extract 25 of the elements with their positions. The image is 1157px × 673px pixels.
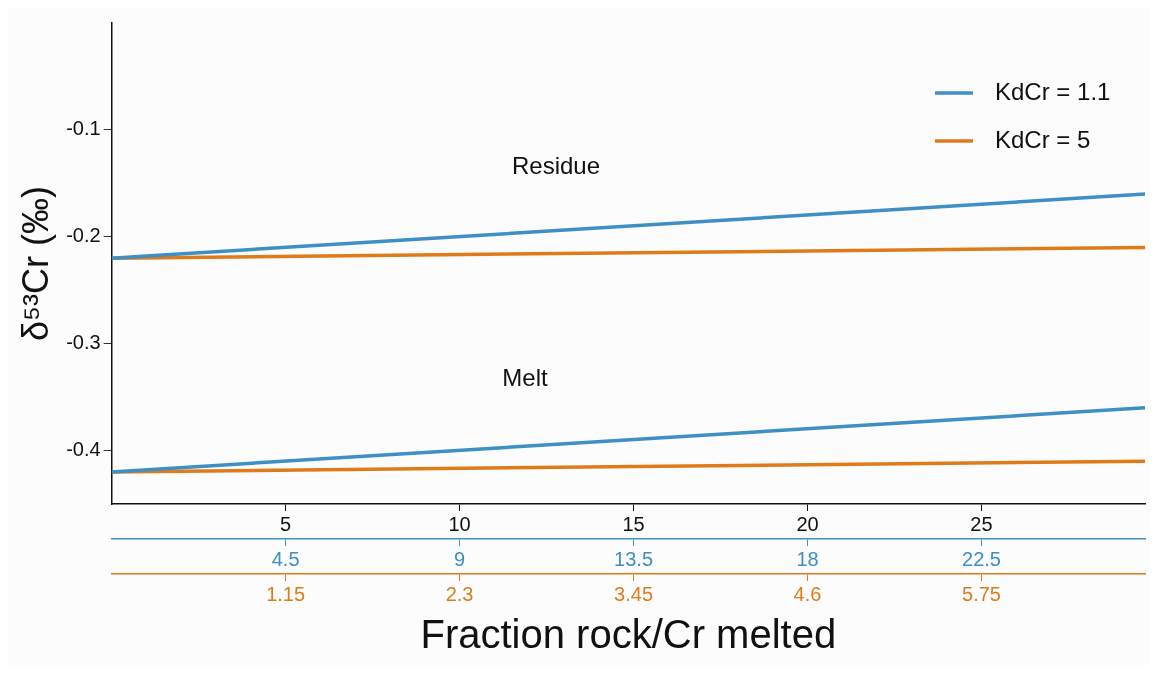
x2-tick-label: 13.5	[614, 547, 654, 570]
y-tick-label: -0.3	[66, 331, 101, 354]
legend-label: KdCr = 5	[995, 125, 1091, 153]
x-tick-label: 10	[448, 512, 471, 535]
annotation: Residue	[511, 151, 601, 179]
x-axis-title: Fraction rock/Cr melted	[420, 612, 837, 657]
text: 3.45	[614, 582, 654, 605]
y-tick-label: -0.4	[66, 438, 101, 461]
y-tick-label: -0.2	[66, 224, 101, 247]
text: 1.15	[266, 582, 306, 605]
x-tick-label: 25	[970, 512, 993, 535]
y-axis-title: δ⁵³Cr (‰)	[14, 186, 56, 341]
x-tick-label: 5	[280, 512, 292, 535]
legend-label: KdCr = 1.1	[995, 77, 1111, 105]
text: 4.6	[793, 582, 822, 605]
x2-tick-label: 22.5	[962, 547, 1001, 570]
text: 2.3	[445, 582, 474, 605]
x-tick-label: 20	[796, 512, 819, 535]
x2-tick-label: 18	[796, 547, 819, 570]
x2-tick-label: 4.5	[271, 547, 300, 570]
annotation: Melt	[502, 363, 548, 391]
x-tick-label: 15	[622, 512, 645, 535]
y-tick-label: -0.1	[66, 117, 101, 140]
x2-tick-label: 9	[454, 547, 466, 570]
text: 5.75	[962, 582, 1001, 605]
